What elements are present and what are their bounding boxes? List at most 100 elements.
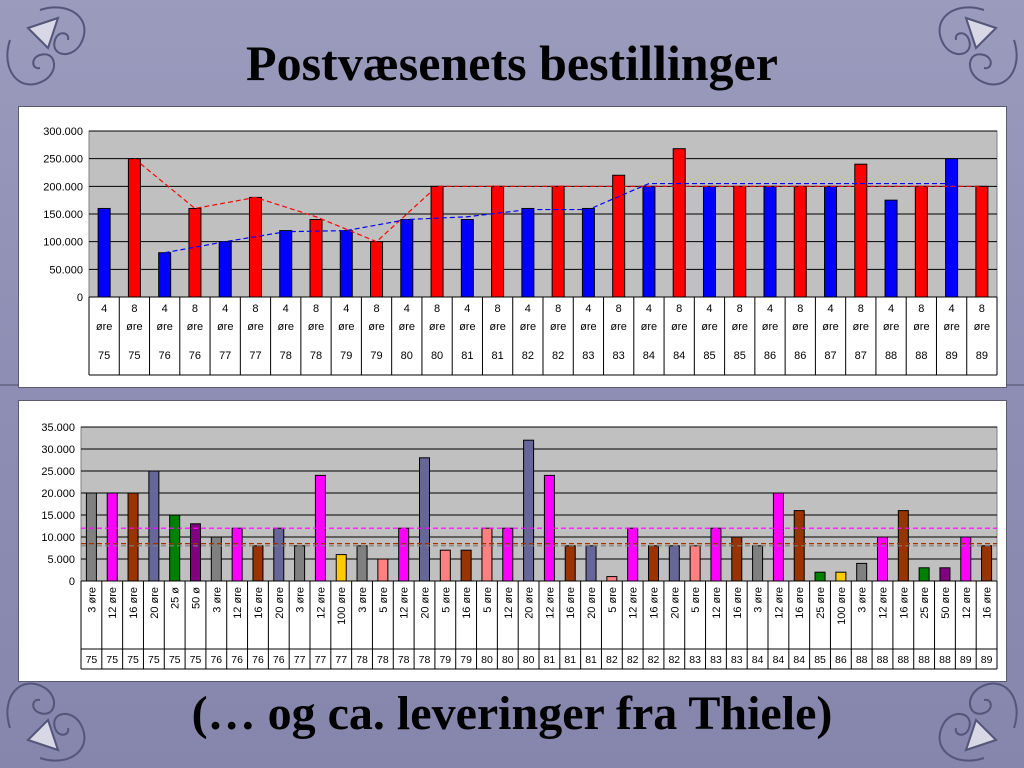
x-tick-label: øre	[308, 321, 325, 333]
x-tick-label: 77	[219, 350, 231, 362]
bar	[733, 185, 747, 298]
x-tick-label: 80	[481, 654, 493, 666]
x-tick-label: 75	[86, 654, 98, 666]
x-tick-label: øre	[217, 321, 234, 333]
bar	[106, 492, 118, 582]
x-tick-label: 8	[555, 303, 561, 315]
x-tick-label: 5 øre	[482, 587, 494, 613]
bar	[772, 492, 784, 582]
x-tick-label: 5 øre	[378, 587, 390, 613]
bar	[914, 185, 928, 298]
x-tick-label: 4	[101, 303, 107, 315]
x-tick-label: 3 øre	[753, 587, 765, 613]
x-tick-label: 12 øre	[544, 587, 556, 619]
bar	[642, 185, 656, 298]
x-tick-label: øre	[883, 321, 900, 333]
x-tick-label: 83	[731, 654, 743, 666]
x-tick-label: 81	[544, 654, 556, 666]
slide-title: Postvæsenets bestillinger	[246, 35, 778, 91]
x-tick-label: 75	[106, 654, 118, 666]
x-tick-label: 4	[767, 303, 773, 315]
slide-subtitle: (… og ca. leveringer fra Thiele)	[191, 687, 833, 740]
bar	[975, 185, 989, 298]
x-tick-label: øre	[399, 321, 416, 333]
bar	[612, 174, 626, 298]
x-tick-label: 80	[401, 350, 413, 362]
x-tick-label: 100 øre	[336, 587, 348, 625]
bar	[190, 523, 201, 582]
x-tick-label: 77	[294, 654, 306, 666]
bar	[85, 492, 97, 582]
x-tick-label: 5 øre	[607, 587, 619, 613]
bar	[689, 545, 701, 582]
x-tick-label: 12 øre	[628, 587, 640, 619]
x-tick-label: 88	[918, 654, 930, 666]
x-tick-label: 82	[522, 350, 534, 362]
x-tick-label: 84	[673, 350, 685, 362]
bar	[231, 527, 243, 582]
x-tick-label: 88	[897, 654, 909, 666]
x-tick-label: 78	[280, 350, 292, 362]
x-tick-label: 85	[703, 350, 715, 362]
x-tick-label: 82	[627, 654, 639, 666]
x-tick-label: 5 øre	[690, 587, 702, 613]
x-tick-label: 82	[648, 654, 660, 666]
x-tick-label: 50 ø	[191, 587, 203, 609]
bar	[918, 567, 930, 582]
x-tick-label: 78	[419, 654, 431, 666]
x-tick-label: øre	[943, 321, 960, 333]
x-tick-label: 75	[127, 654, 139, 666]
bar	[523, 439, 535, 582]
chart-orders-4-8-ore: 0 50.000 100.000 150.000 200.000 250.000 300.0…	[43, 126, 998, 376]
x-tick-label: 4	[222, 303, 228, 315]
y-tick-label: 30.000	[41, 444, 75, 456]
x-tick-label: 84	[793, 654, 805, 666]
bar	[606, 576, 618, 582]
x-tick-label: øre	[338, 321, 355, 333]
bar	[127, 492, 139, 582]
x-tick-label: øre	[762, 321, 779, 333]
x-tick-label: 88	[877, 654, 889, 666]
x-tick-label: 81	[461, 350, 473, 362]
x-tick-label: 75	[128, 350, 140, 362]
bar	[763, 185, 777, 298]
x-tick-label: øre	[731, 321, 748, 333]
x-tick-label: 88	[915, 350, 927, 362]
bar	[672, 148, 686, 298]
x-tick-label: 8	[737, 303, 743, 315]
x-tick-label: 87	[824, 350, 836, 362]
bar	[439, 549, 451, 582]
bar	[398, 527, 410, 582]
x-tick-label: 86	[764, 350, 776, 362]
y-tick-label: 10.000	[41, 532, 75, 544]
y-tick-label: 150.000	[43, 209, 83, 221]
x-tick-label: 86	[835, 654, 847, 666]
bar	[370, 241, 384, 298]
bar	[835, 571, 847, 582]
x-tick-label: 4	[949, 303, 955, 315]
x-tick-label: 8	[192, 303, 198, 315]
bar	[377, 558, 389, 582]
x-tick-label: 16 øre	[794, 587, 806, 619]
y-tick-label: 0	[69, 576, 75, 588]
bar	[939, 567, 951, 582]
x-tick-label: 89	[960, 654, 972, 666]
x-tick-label: 20 øre	[669, 587, 681, 619]
bar	[793, 185, 807, 298]
x-tick-label: øre	[459, 321, 476, 333]
bar	[127, 158, 141, 298]
x-tick-label: 80	[523, 654, 535, 666]
x-tick-label: 100 øre	[836, 587, 848, 625]
x-tick-label: 8	[676, 303, 682, 315]
x-tick-label: 89	[976, 350, 988, 362]
bar	[273, 527, 285, 582]
bar	[814, 571, 826, 582]
bar	[856, 562, 868, 582]
x-tick-label: 8	[797, 303, 803, 315]
x-tick-label: 8	[373, 303, 379, 315]
x-tick-label: 4	[464, 303, 470, 315]
x-tick-label: 78	[377, 654, 389, 666]
x-tick-label: 89	[981, 654, 993, 666]
x-tick-label: 75	[169, 654, 181, 666]
x-tick-label: 82	[668, 654, 680, 666]
